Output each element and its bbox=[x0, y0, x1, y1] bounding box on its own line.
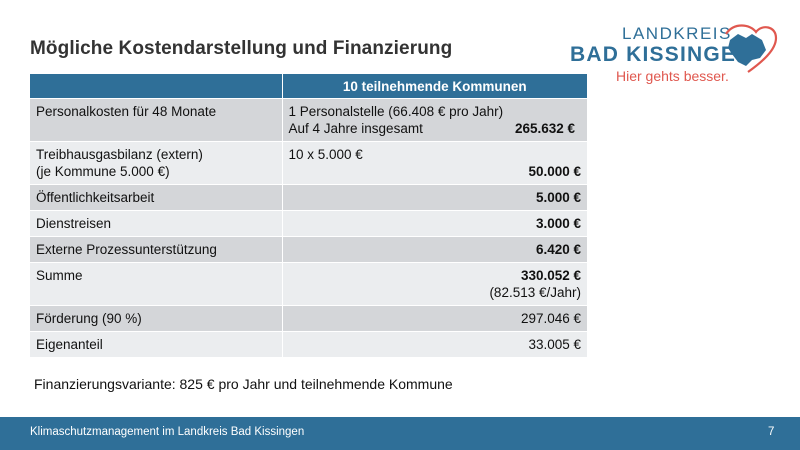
row-value: 10 x 5.000 € 50.000 € bbox=[282, 141, 587, 185]
row-amount: 5.000 € bbox=[282, 184, 587, 211]
row-amount: 33.005 € bbox=[282, 331, 587, 357]
logo-line-bad-kissingen: BAD KISSINGEN bbox=[570, 43, 753, 66]
table-header-row: 10 teilnehmende Kommunen bbox=[30, 74, 587, 99]
row-label: Öffentlichkeitsarbeit bbox=[30, 184, 283, 211]
row-label: Summe bbox=[30, 262, 283, 306]
row-amount: 265.632 € bbox=[514, 121, 575, 136]
row-label: Dienstreisen bbox=[30, 210, 283, 237]
table-row: Dienstreisen 3.000 € bbox=[30, 210, 587, 237]
slide-title: Mögliche Kostendarstellung und Finanzier… bbox=[30, 38, 453, 59]
table-row: Treibhausgasbilanz (extern) (je Kommune … bbox=[30, 141, 587, 185]
row-detail: 1 Personalstelle (66.408 € pro Jahr) bbox=[288, 104, 504, 119]
page-number: 7 bbox=[768, 426, 775, 438]
table-row: Eigenanteil 33.005 € bbox=[30, 331, 587, 357]
logo-line-landkreis: LANDKREIS bbox=[622, 24, 732, 43]
row-label-line: Treibhausgasbilanz (extern) bbox=[36, 147, 203, 162]
row-value: 1 Personalstelle (66.408 € pro Jahr) Auf… bbox=[282, 98, 587, 142]
row-amount: 6.420 € bbox=[282, 236, 587, 263]
row-value: 330.052 € (82.513 €/Jahr) bbox=[282, 262, 587, 306]
cost-table: 10 teilnehmende Kommunen Personalkosten … bbox=[30, 74, 587, 357]
row-detail: 10 x 5.000 € bbox=[288, 147, 363, 162]
footer-text: Klimaschutzmanagement im Landkreis Bad K… bbox=[30, 426, 305, 438]
table-row: Summe 330.052 € (82.513 €/Jahr) bbox=[30, 262, 587, 306]
table-header-kommunen: 10 teilnehmende Kommunen bbox=[282, 74, 587, 99]
county-logo: LANDKREIS BAD KISSINGEN Hier gehts besse… bbox=[566, 16, 780, 88]
table-row: Förderung (90 %) 297.046 € bbox=[30, 305, 587, 332]
footer-bar: Klimaschutzmanagement im Landkreis Bad K… bbox=[0, 417, 800, 450]
row-label: Personalkosten für 48 Monate bbox=[30, 98, 283, 142]
table-row: Personalkosten für 48 Monate 1 Personals… bbox=[30, 98, 587, 142]
table-row: Externe Prozessunterstützung 6.420 € bbox=[30, 236, 587, 263]
table-row: Öffentlichkeitsarbeit 5.000 € bbox=[30, 184, 587, 211]
row-label: Treibhausgasbilanz (extern) (je Kommune … bbox=[30, 141, 283, 185]
financing-note: Finanzierungsvariante: 825 € pro Jahr un… bbox=[34, 376, 453, 392]
row-label: Förderung (90 %) bbox=[30, 305, 283, 332]
row-label: Eigenanteil bbox=[30, 331, 283, 357]
row-subtotal: (82.513 €/Jahr) bbox=[489, 285, 581, 300]
row-amount: 330.052 € bbox=[520, 268, 581, 283]
row-amount: 50.000 € bbox=[528, 164, 581, 179]
row-amount: 297.046 € bbox=[282, 305, 587, 332]
row-label: Externe Prozessunterstützung bbox=[30, 236, 283, 263]
row-label-line: (je Kommune 5.000 €) bbox=[36, 164, 170, 179]
row-detail: Auf 4 Jahre insgesamt bbox=[288, 121, 423, 136]
table-header-empty bbox=[30, 74, 283, 99]
county-map-heart-icon bbox=[725, 24, 778, 73]
row-amount: 3.000 € bbox=[282, 210, 587, 237]
logo-tagline: Hier gehts besser. bbox=[616, 68, 729, 84]
